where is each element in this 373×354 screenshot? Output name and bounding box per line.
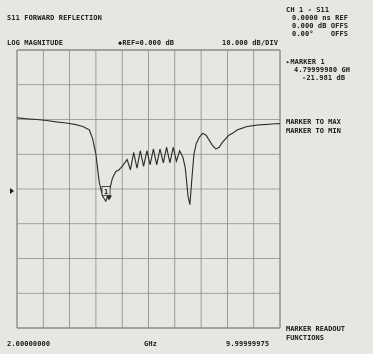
- marker-frequency: 4.79999980 GH: [294, 66, 351, 74]
- marker-triangle: [106, 195, 113, 201]
- marker-to-min-softkey[interactable]: MARKER TO MIN: [286, 127, 341, 135]
- frequency-unit: GHz: [144, 340, 157, 348]
- functions-softkey[interactable]: FUNCTIONS: [286, 334, 324, 342]
- marker-label-box: [101, 186, 111, 196]
- channel-line-1: CH 1 - S11: [286, 6, 330, 14]
- channel-line-3: 0.000 dB OFFS: [292, 22, 349, 30]
- scale-label: 10.000 dB/DIV: [222, 39, 279, 47]
- channel-line-2: 0.0000 ns REF: [292, 14, 349, 22]
- stop-frequency: 9.99999975: [226, 340, 270, 348]
- marker-title: ▸MARKER 1: [286, 58, 325, 66]
- marker-value: -21.981 dB: [302, 74, 346, 82]
- grid: [16, 49, 281, 329]
- chart-title: S11 FORWARD REFLECTION: [7, 14, 102, 22]
- channel-line-4: 0.00° OFFS: [292, 30, 349, 38]
- reference-position-arrow: [10, 188, 14, 194]
- start-frequency: 2.00000000: [7, 340, 51, 348]
- marker-label: 1: [104, 188, 108, 196]
- marker-to-max-softkey[interactable]: MARKER TO MAX: [286, 118, 341, 126]
- trace-line: [16, 117, 280, 205]
- format-label: LOG MAGNITUDE: [7, 39, 64, 47]
- marker-1: 1: [101, 186, 113, 201]
- marker-readout-softkey[interactable]: MARKER READOUT: [286, 325, 346, 333]
- reference-label: ◆REF=0.000 dB: [118, 39, 175, 47]
